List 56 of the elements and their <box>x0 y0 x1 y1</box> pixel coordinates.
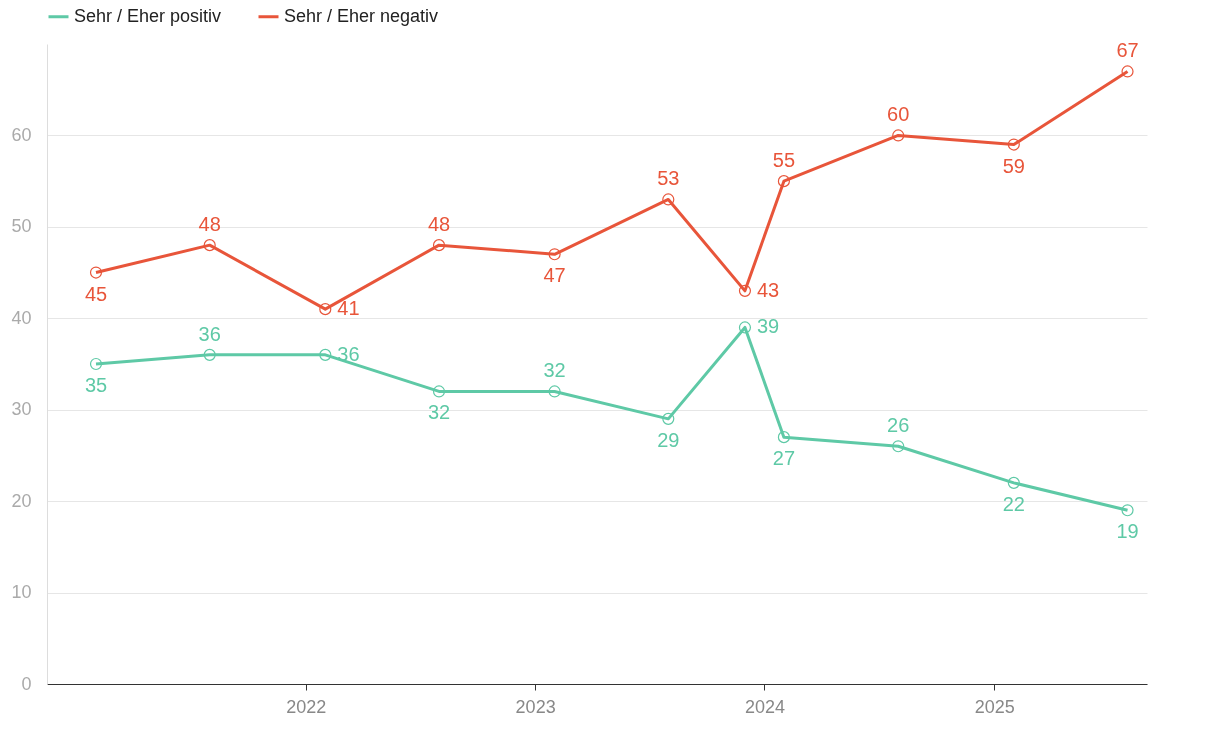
data-label: 67 <box>1116 39 1139 62</box>
y-tick-label: 40 <box>11 307 32 328</box>
data-label: 48 <box>198 213 221 236</box>
point <box>892 129 905 142</box>
point <box>738 284 752 297</box>
x-tick-label: 2024 <box>744 696 785 717</box>
data-label: 60 <box>887 103 910 126</box>
point <box>662 412 675 425</box>
data-label: 45 <box>84 282 108 305</box>
data-label: 39 <box>756 315 780 338</box>
point <box>548 248 561 261</box>
x-tick-label: 2023 <box>515 696 556 717</box>
data-label: 36 <box>198 322 221 345</box>
data-label: 27 <box>772 447 796 470</box>
point <box>89 266 103 279</box>
point <box>1121 504 1134 517</box>
point <box>203 239 216 252</box>
y-tick-label: 20 <box>11 490 32 511</box>
x-tick-label: 2025 <box>974 696 1015 717</box>
data-label: 35 <box>84 374 108 396</box>
point <box>1121 65 1134 78</box>
y-tick-label: 30 <box>11 399 32 420</box>
data-label: 32 <box>427 401 451 424</box>
point <box>738 321 752 334</box>
point <box>777 175 790 188</box>
data-label: 59 <box>1002 154 1025 177</box>
y-tick-label: 60 <box>11 124 32 145</box>
point <box>432 385 446 398</box>
point <box>89 357 103 371</box>
legend-label: Sehr / Eher positiv <box>74 5 222 26</box>
data-label: 26 <box>887 414 910 437</box>
point <box>432 239 446 252</box>
y-tick-label: 50 <box>11 216 32 237</box>
data-label: 22 <box>1002 492 1025 515</box>
data-label: 19 <box>1116 520 1139 543</box>
data-label: 43 <box>756 278 780 301</box>
point <box>662 193 675 206</box>
y-tick-label: 0 <box>21 673 32 694</box>
point <box>1007 138 1020 151</box>
data-label: 29 <box>657 428 680 451</box>
y-tick-label: 10 <box>11 582 32 603</box>
data-label: 47 <box>543 264 566 287</box>
point <box>777 431 790 444</box>
point <box>319 303 332 316</box>
data-label: 32 <box>543 359 566 382</box>
point <box>319 348 332 361</box>
x-tick-label: 2022 <box>286 696 327 717</box>
point <box>1007 476 1020 489</box>
data-label: 53 <box>657 167 680 190</box>
legend-label: Sehr / Eher negativ <box>284 5 439 26</box>
point <box>548 385 561 398</box>
data-label: 55 <box>772 149 796 172</box>
data-label: 41 <box>337 297 360 320</box>
point <box>203 348 216 361</box>
point <box>892 440 905 453</box>
data-label: 48 <box>427 213 451 236</box>
